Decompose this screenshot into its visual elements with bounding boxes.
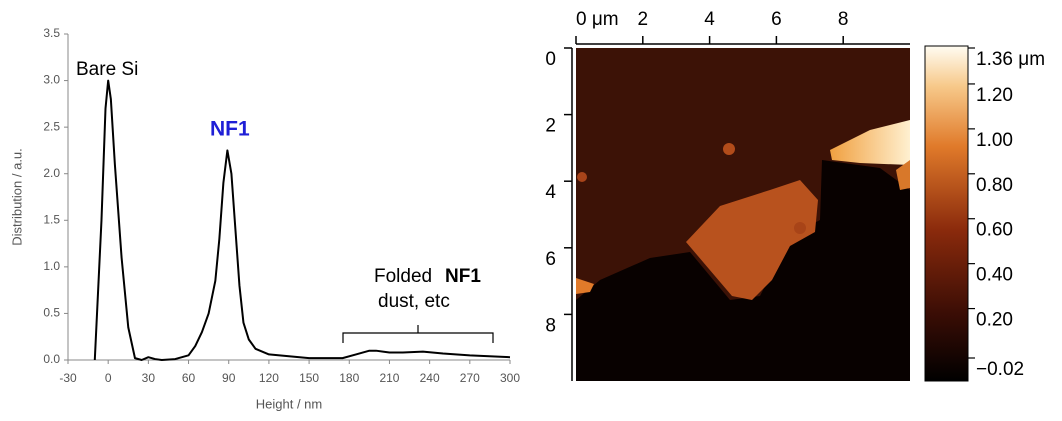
y-tick-label: 3.5 bbox=[43, 26, 60, 40]
afm-image bbox=[576, 48, 910, 381]
x-tick-label: 0 bbox=[105, 371, 112, 385]
colorbar-tick-label: 1.20 bbox=[976, 85, 1013, 106]
bracket bbox=[342, 325, 494, 343]
y-tick-label: 0.5 bbox=[43, 306, 60, 320]
line bbox=[93, 79, 511, 361]
x-tick-label: 180 bbox=[339, 371, 359, 385]
colorbar-tick-label: 1.36 μm bbox=[976, 49, 1045, 70]
annotation: Folded bbox=[374, 266, 432, 287]
x-tick-label: 270 bbox=[460, 371, 480, 385]
annotation: dust, etc bbox=[378, 291, 450, 312]
x-tick-label: 0 μm bbox=[576, 9, 619, 30]
x-tick-label: 6 bbox=[771, 9, 782, 30]
x-tick-label: 150 bbox=[299, 371, 319, 385]
x-tick-label: 60 bbox=[182, 371, 196, 385]
colorbar-tick-label: 0.40 bbox=[976, 265, 1013, 286]
x-tick-label: 4 bbox=[704, 9, 715, 30]
y-tick-label: 4 bbox=[545, 182, 556, 203]
colorbar-tick-label: 0.80 bbox=[976, 175, 1013, 196]
y-tick-label: 3.0 bbox=[43, 73, 60, 87]
x-tick-label: 8 bbox=[838, 9, 849, 30]
x-tick-label: 120 bbox=[259, 371, 279, 385]
x-tick-label: 90 bbox=[222, 371, 236, 385]
y-tick-label: 1.0 bbox=[43, 259, 60, 273]
colorbar-tick-label: 0.60 bbox=[976, 220, 1013, 241]
annotation: Bare Si bbox=[76, 59, 138, 80]
annotation: NF1 bbox=[210, 118, 250, 141]
colorbar-tick-label: 0.20 bbox=[976, 310, 1013, 331]
colorbar-tick-label: −0.02 bbox=[976, 359, 1024, 380]
x-tick-label: 30 bbox=[142, 371, 156, 385]
x-tick-label: 210 bbox=[379, 371, 399, 385]
x-axis-label: Height / nm bbox=[256, 396, 322, 411]
y-tick-label: 2.5 bbox=[43, 119, 60, 133]
y-tick-label: 6 bbox=[545, 249, 556, 270]
y-tick-label: 8 bbox=[545, 315, 556, 336]
x-tick-label: 300 bbox=[500, 371, 520, 385]
y-tick-label: 0.0 bbox=[43, 352, 60, 366]
x-tick-label: 2 bbox=[638, 9, 649, 30]
y-tick-label: 2.0 bbox=[43, 166, 60, 180]
x-tick-label: 240 bbox=[420, 371, 440, 385]
colorbar bbox=[924, 45, 969, 382]
annotation: NF1 bbox=[445, 266, 481, 287]
colorbar-tick-label: 1.00 bbox=[976, 130, 1013, 151]
y-tick-label: 2 bbox=[545, 116, 556, 137]
y-tick-label: 1.5 bbox=[43, 212, 60, 226]
x-tick-label: -30 bbox=[59, 371, 77, 385]
y-axis-label: Distribution / a.u. bbox=[9, 148, 24, 246]
y-tick-label: 0 bbox=[545, 49, 556, 70]
